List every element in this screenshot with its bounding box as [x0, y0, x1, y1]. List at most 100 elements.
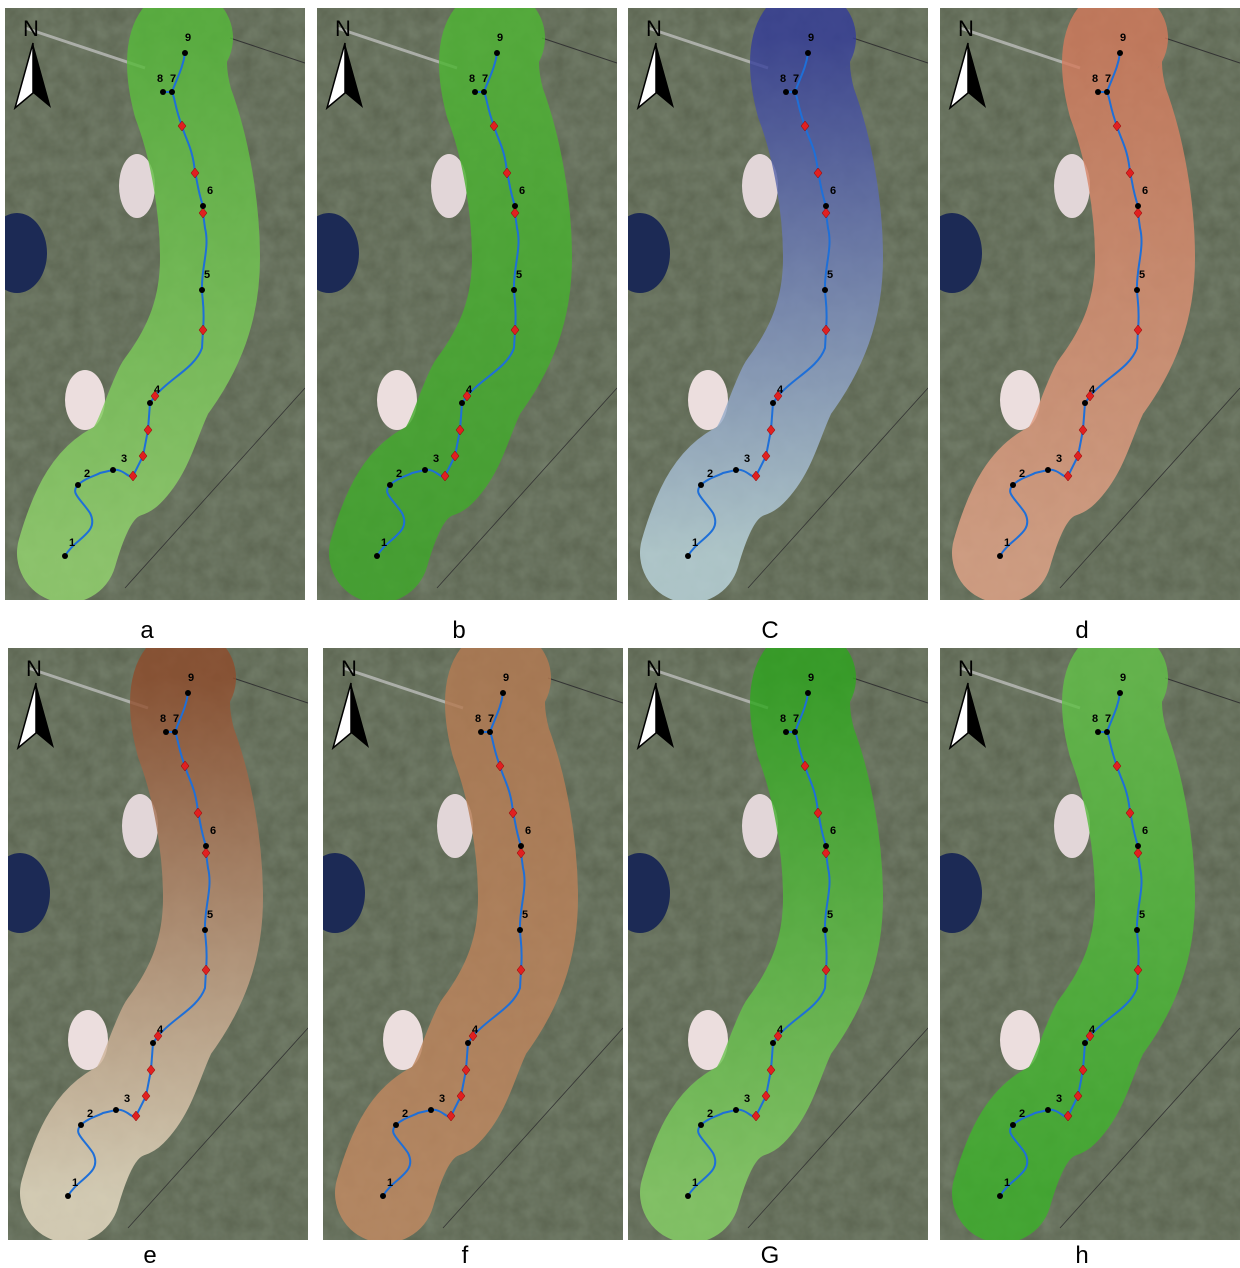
station-label: 2 [1019, 468, 1025, 480]
station-point [518, 843, 524, 849]
station-point [459, 400, 465, 406]
map-content: 123456789N [922, 648, 1240, 1240]
station-label: 2 [396, 468, 402, 480]
station-point [822, 287, 828, 293]
station-label: 6 [210, 825, 216, 837]
station-label: 1 [692, 537, 698, 549]
station-label: 1 [1004, 537, 1010, 549]
station-point [374, 553, 380, 559]
map-panel: 123456789N [299, 8, 617, 600]
station-point [1010, 1122, 1016, 1128]
station-point [770, 400, 776, 406]
station-label: 9 [808, 32, 814, 44]
station-point [685, 553, 691, 559]
station-label: 8 [780, 73, 786, 85]
station-label: 4 [777, 384, 784, 396]
panel-label: a [140, 617, 154, 644]
station-point [512, 203, 518, 209]
station-label: 3 [744, 1093, 750, 1105]
station-label: 8 [469, 73, 475, 85]
station-point [500, 690, 506, 696]
panel-label: b [452, 617, 465, 644]
station-point [478, 729, 484, 735]
station-label: 3 [433, 453, 439, 465]
station-point [387, 482, 393, 488]
station-point [822, 927, 828, 933]
station-point [511, 287, 517, 293]
station-point [823, 843, 829, 849]
station-point [805, 50, 811, 56]
station-point [823, 203, 829, 209]
station-label: 1 [72, 1177, 78, 1189]
station-label: 4 [777, 1024, 784, 1036]
north-label: N [335, 16, 351, 41]
station-label: 6 [830, 825, 836, 837]
station-point [182, 50, 188, 56]
station-label: 9 [1120, 32, 1126, 44]
station-label: 7 [170, 73, 176, 85]
station-label: 5 [516, 269, 522, 281]
north-label: N [23, 16, 39, 41]
station-label: 3 [744, 453, 750, 465]
station-label: 7 [793, 713, 799, 725]
station-point [393, 1122, 399, 1128]
station-label: 9 [503, 672, 509, 684]
station-label: 4 [1089, 384, 1096, 396]
station-label: 6 [1142, 185, 1148, 197]
station-label: 3 [1056, 453, 1062, 465]
station-point [783, 729, 789, 735]
station-label: 2 [402, 1108, 408, 1120]
station-label: 9 [188, 672, 194, 684]
panel-label: C [761, 617, 778, 644]
north-label: N [646, 656, 662, 681]
station-label: 2 [1019, 1108, 1025, 1120]
north-label: N [646, 16, 662, 41]
north-label: N [958, 656, 974, 681]
station-point [172, 729, 178, 735]
station-point [1045, 467, 1051, 473]
station-point [1134, 287, 1140, 293]
station-point [1082, 1040, 1088, 1046]
station-label: 6 [525, 825, 531, 837]
station-label: 7 [482, 73, 488, 85]
station-point [1010, 482, 1016, 488]
station-point [1117, 690, 1123, 696]
station-label: 8 [1092, 713, 1098, 725]
station-label: 2 [87, 1108, 93, 1120]
station-point [1104, 729, 1110, 735]
station-point [1045, 1107, 1051, 1113]
station-point [805, 690, 811, 696]
station-point [481, 89, 487, 95]
station-point [783, 89, 789, 95]
station-label: 1 [69, 537, 75, 549]
station-label: 1 [387, 1177, 393, 1189]
station-point [113, 1107, 119, 1113]
station-label: 5 [204, 269, 210, 281]
station-point [698, 1122, 704, 1128]
station-label: 5 [522, 909, 528, 921]
station-point [472, 89, 478, 95]
station-label: 4 [154, 384, 161, 396]
panel-label: d [1075, 617, 1088, 644]
station-label: 9 [497, 32, 503, 44]
station-point [110, 467, 116, 473]
station-point [770, 1040, 776, 1046]
station-point [1135, 203, 1141, 209]
station-label: 5 [1139, 909, 1145, 921]
station-label: 4 [472, 1024, 479, 1036]
north-label: N [341, 656, 357, 681]
map-content: 123456789N [299, 8, 617, 600]
station-label: 6 [519, 185, 525, 197]
station-label: 1 [381, 537, 387, 549]
station-point [1117, 50, 1123, 56]
station-label: 2 [707, 468, 713, 480]
station-label: 9 [808, 672, 814, 684]
station-label: 7 [1105, 73, 1111, 85]
station-point [78, 1122, 84, 1128]
station-point [202, 927, 208, 933]
station-point [150, 1040, 156, 1046]
station-point [160, 89, 166, 95]
station-point [1095, 89, 1101, 95]
map-content: 123456789N [305, 648, 623, 1240]
